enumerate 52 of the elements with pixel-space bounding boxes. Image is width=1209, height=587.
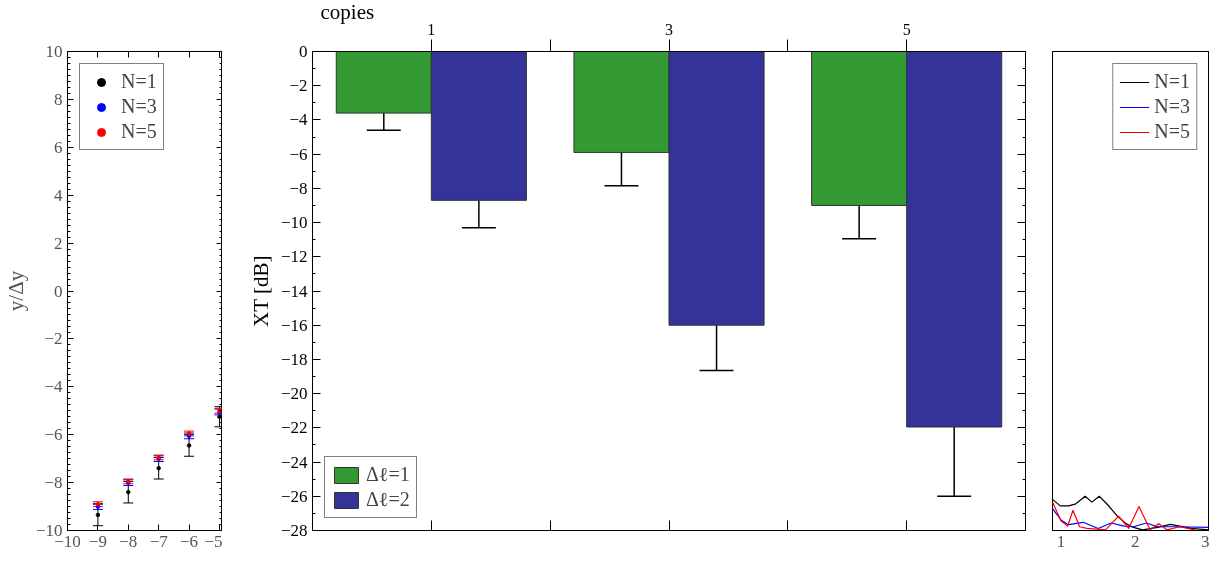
y-tick-label: −6 xyxy=(44,425,63,445)
y-tick-label: −26 xyxy=(280,486,308,506)
y-tick-label: 2 xyxy=(54,233,63,253)
legend-label: N=1 xyxy=(1154,70,1190,93)
y-tick-label: 8 xyxy=(54,89,63,109)
point xyxy=(126,489,131,495)
legend-label: Δℓ=2 xyxy=(366,488,410,511)
y-tick-label: −10 xyxy=(280,213,308,233)
y-tick-label: −16 xyxy=(280,315,308,335)
y-tick-label: −2 xyxy=(289,76,308,96)
y-tick-label: −22 xyxy=(280,418,308,438)
y-tick-label: −18 xyxy=(280,349,308,369)
point xyxy=(217,414,222,419)
y-tick-label: −8 xyxy=(44,473,63,493)
point xyxy=(156,465,161,471)
y-tick-label: 10 xyxy=(45,42,63,61)
x-tick-label: −7 xyxy=(149,531,169,551)
legend-label: N=1 xyxy=(121,70,157,93)
legend-label: N=3 xyxy=(121,95,157,118)
point xyxy=(95,512,101,518)
y-tick-label: −2 xyxy=(44,329,63,349)
y-tick-label: 0 xyxy=(299,42,308,61)
x-tick-label: 2 xyxy=(1131,531,1140,551)
legend-label: N=5 xyxy=(1154,120,1190,143)
x-tick-label: −8 xyxy=(119,531,138,551)
y-tick-label: −4 xyxy=(44,377,63,397)
x-tick-label: −9 xyxy=(88,531,107,551)
y-axis-title: XT [dB] xyxy=(248,255,273,327)
legend-label: Δℓ=1 xyxy=(366,463,410,486)
x-tick-label: 1 xyxy=(427,20,436,38)
legend-label: N=5 xyxy=(121,120,157,143)
y-tick-label: −6 xyxy=(289,144,308,164)
x-tick-label: 3 xyxy=(665,20,673,38)
x-tick-label: 1 xyxy=(1056,531,1066,551)
y-tick-label: 4 xyxy=(54,185,63,205)
x-tick-label: 5 xyxy=(902,20,911,38)
y-tick-label: 6 xyxy=(54,137,63,157)
y-tick-label: −24 xyxy=(280,452,308,472)
y-tick-label: 0 xyxy=(54,281,63,301)
y-tick-label: −20 xyxy=(280,384,308,404)
legend-label: N=3 xyxy=(1154,95,1190,118)
y-tick-label: −12 xyxy=(280,247,308,267)
y-tick-label: −8 xyxy=(289,178,308,198)
x-tick-label: 3 xyxy=(1201,531,1209,551)
point xyxy=(186,443,192,448)
y-axis-title: y/Δy xyxy=(3,270,28,312)
y-tick-label: −28 xyxy=(280,521,308,540)
y-tick-label: −14 xyxy=(280,281,308,301)
x-tick-label: −6 xyxy=(180,531,199,551)
x-tick-label: −5 xyxy=(204,531,223,551)
x-axis-title: copies xyxy=(320,0,375,24)
y-tick-label: −4 xyxy=(289,110,308,130)
